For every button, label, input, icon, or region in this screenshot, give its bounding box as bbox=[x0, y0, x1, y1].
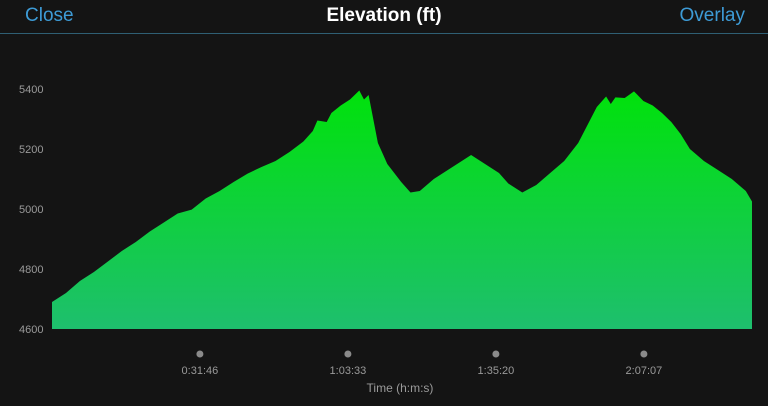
x-axis: 0:31:46 1:03:33 1:35:20 2:07:07 bbox=[182, 350, 663, 377]
navigation-bar: Close Elevation (ft) Overlay bbox=[0, 0, 768, 34]
y-tick-label: 5000 bbox=[19, 204, 43, 216]
x-tick-marker bbox=[492, 350, 500, 358]
y-tick-label: 5400 bbox=[19, 84, 43, 96]
x-axis-title: Time (h:m:s) bbox=[367, 381, 434, 395]
x-tick-label: 2:07:07 bbox=[626, 365, 663, 377]
overlay-button[interactable]: Overlay bbox=[679, 5, 745, 26]
elevation-area bbox=[52, 90, 752, 329]
x-tick-label: 0:31:46 bbox=[182, 365, 219, 377]
close-button[interactable]: Close bbox=[25, 5, 74, 26]
x-tick-marker bbox=[640, 350, 648, 358]
x-tick-marker bbox=[196, 350, 204, 358]
x-tick-label: 1:03:33 bbox=[330, 365, 367, 377]
x-tick-label: 1:35:20 bbox=[478, 365, 515, 377]
y-tick-label: 5200 bbox=[19, 144, 43, 156]
y-tick-label: 4800 bbox=[19, 264, 43, 276]
x-tick-marker bbox=[344, 350, 352, 358]
y-axis: 4600 4800 5000 5200 5400 bbox=[19, 84, 43, 336]
y-tick-label: 4600 bbox=[19, 324, 43, 336]
page-title: Elevation (ft) bbox=[326, 5, 442, 26]
